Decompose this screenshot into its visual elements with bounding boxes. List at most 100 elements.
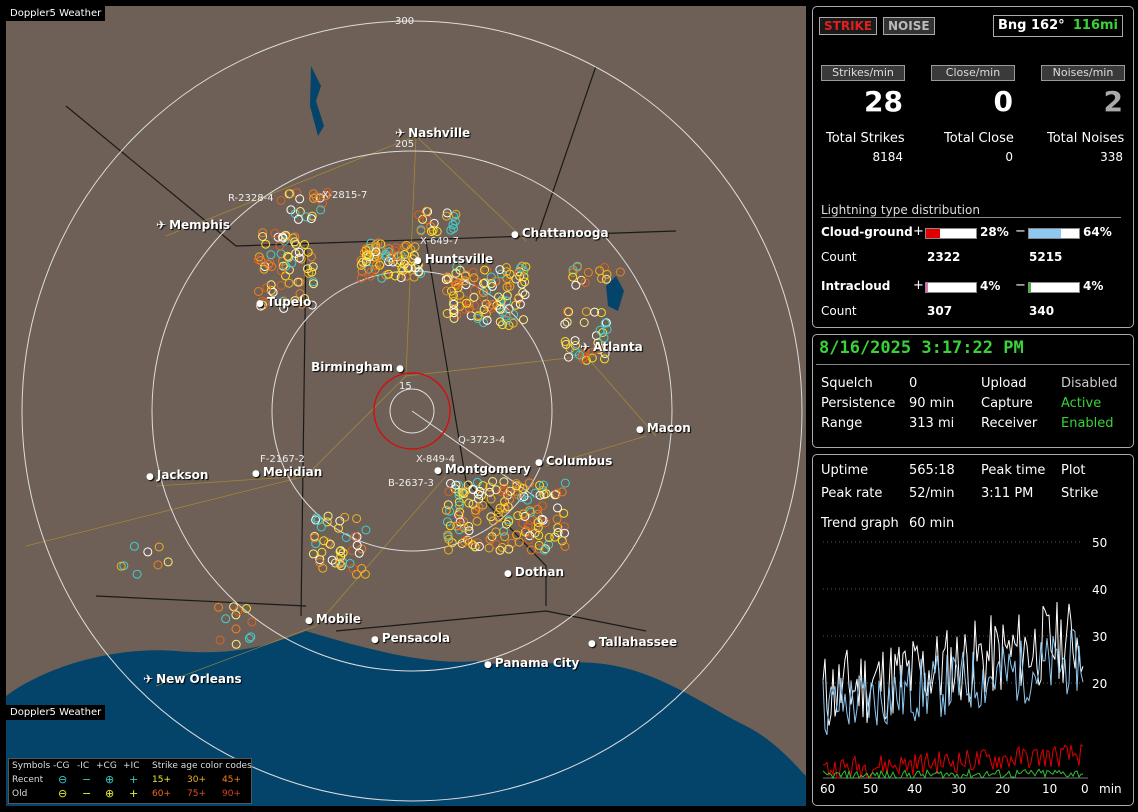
strike-marker xyxy=(509,310,519,319)
strike-marker xyxy=(132,569,142,579)
strike-marker xyxy=(500,486,510,496)
strike-marker xyxy=(254,287,263,296)
legend-recent-neg-cg-icon: ⊖ xyxy=(58,773,68,786)
strike-marker xyxy=(539,545,549,555)
x-tick: 40 xyxy=(907,782,923,796)
strike-marker xyxy=(600,318,610,328)
strike-marker xyxy=(451,280,461,290)
strike-marker xyxy=(330,558,340,568)
cg-neg-bar xyxy=(1028,228,1080,239)
strike-marker xyxy=(322,517,332,527)
strike-marker xyxy=(599,333,609,343)
strike-marker xyxy=(257,296,267,306)
strike-marker xyxy=(602,324,612,334)
city-atlanta: ✈ Atlanta xyxy=(577,340,643,354)
strike-marker xyxy=(352,514,362,524)
strike-marker xyxy=(454,497,464,507)
strike-marker xyxy=(538,515,548,525)
datetime: 8/16/2025 3:17:22 PM xyxy=(819,338,1024,358)
strike-marker xyxy=(446,225,456,235)
strike-marker xyxy=(341,533,351,542)
noise-button[interactable]: NOISE xyxy=(883,17,935,35)
strike-marker xyxy=(491,485,501,495)
strike-marker xyxy=(290,296,300,306)
strike-marker xyxy=(474,502,484,512)
strike-marker xyxy=(472,516,482,526)
city-label: Macon xyxy=(646,421,691,435)
strike-marker xyxy=(247,617,257,627)
x-tick: 10 xyxy=(1042,782,1058,796)
airplane-icon: ✈ xyxy=(156,218,167,232)
strike-marker xyxy=(361,257,371,267)
strike-marker xyxy=(559,522,569,532)
strike-marker xyxy=(303,247,313,257)
cg-minus-sign: − xyxy=(1015,224,1026,239)
capture-label: Capture xyxy=(981,396,1033,411)
strike-marker xyxy=(291,240,301,249)
strike-marker xyxy=(258,232,268,241)
strike-marker xyxy=(461,270,471,280)
strike-marker xyxy=(521,262,531,272)
strike-marker xyxy=(520,512,530,521)
strike-marker xyxy=(513,294,523,304)
city-label: Panama City xyxy=(494,656,580,670)
strike-marker xyxy=(307,252,316,262)
capture-value: Active xyxy=(1061,396,1102,411)
bearing-box: Bng 162° 116mi xyxy=(993,15,1123,37)
strike-marker xyxy=(345,559,355,568)
strike-marker xyxy=(384,269,394,279)
strike-marker xyxy=(460,487,470,496)
counts-panel: STRIKE NOISE Bng 162° 116mi Strikes/min … xyxy=(812,6,1134,328)
legend-recent-label: Recent xyxy=(12,775,44,785)
plot-value[interactable]: Strike xyxy=(1061,486,1099,501)
strike-markers xyxy=(116,188,625,649)
strike-marker xyxy=(281,261,291,271)
strike-marker xyxy=(327,555,337,565)
legend-old-label: Old xyxy=(12,789,28,799)
strike-marker xyxy=(410,263,420,273)
strike-marker xyxy=(471,508,481,518)
strike-marker xyxy=(268,287,278,297)
strike-marker xyxy=(449,308,459,318)
strike-marker xyxy=(442,211,451,221)
city-tupelo: ● Tupelo xyxy=(253,295,311,309)
city-label: Tallahassee xyxy=(598,635,678,649)
strike-marker xyxy=(469,292,479,302)
strike-marker xyxy=(442,286,452,296)
strike-marker xyxy=(300,240,309,249)
strike-marker xyxy=(334,523,343,533)
city-dot-icon: ● xyxy=(256,299,264,309)
strike-button[interactable]: STRIKE xyxy=(819,17,878,35)
city-tallahassee: ● Tallahassee xyxy=(585,635,677,649)
city-montgomery: ● Montgomery xyxy=(431,462,531,476)
strike-marker xyxy=(496,269,506,279)
strike-marker xyxy=(307,300,317,310)
lightning-map[interactable]: 300 205 15 ✈ Nashville ✈ Memphis ● Chattanoog… xyxy=(6,6,806,806)
city-huntsville: ● Huntsville xyxy=(411,252,493,266)
app-title-bottom: Doppler5 Weather xyxy=(6,705,106,720)
strike-marker xyxy=(551,490,561,500)
legend-age: 60+ xyxy=(152,789,171,799)
city-label: Mobile xyxy=(315,612,361,626)
storm-label: X-849-4 xyxy=(416,454,456,465)
strike-marker xyxy=(513,511,523,521)
peak-rate-label: Peak rate xyxy=(821,486,883,501)
strike-marker xyxy=(295,289,305,299)
uptime-value: 565:18 xyxy=(909,463,955,478)
ic-neg-bar xyxy=(1028,282,1080,293)
map-legend: Symbols -CG -IC +CG +IC Strike age color… xyxy=(8,758,252,804)
strike-marker xyxy=(278,256,288,266)
city-label: Jackson xyxy=(156,468,209,482)
strike-marker xyxy=(384,244,394,254)
strike-marker xyxy=(451,281,461,290)
cg-count-label: Count xyxy=(821,250,857,264)
trend-panel: Uptime 565:18 Peak time Plot Peak rate 5… xyxy=(812,454,1134,806)
bearing-value: Bng 162° xyxy=(998,18,1065,33)
strike-marker xyxy=(310,533,320,543)
legend-recent-pos-cg-icon: ⊕ xyxy=(105,773,115,786)
city-chattanooga: ● Chattanooga xyxy=(508,226,609,240)
strike-marker xyxy=(535,490,545,500)
strike-marker xyxy=(363,250,373,260)
strike-marker xyxy=(275,241,285,251)
strike-marker xyxy=(579,352,589,362)
